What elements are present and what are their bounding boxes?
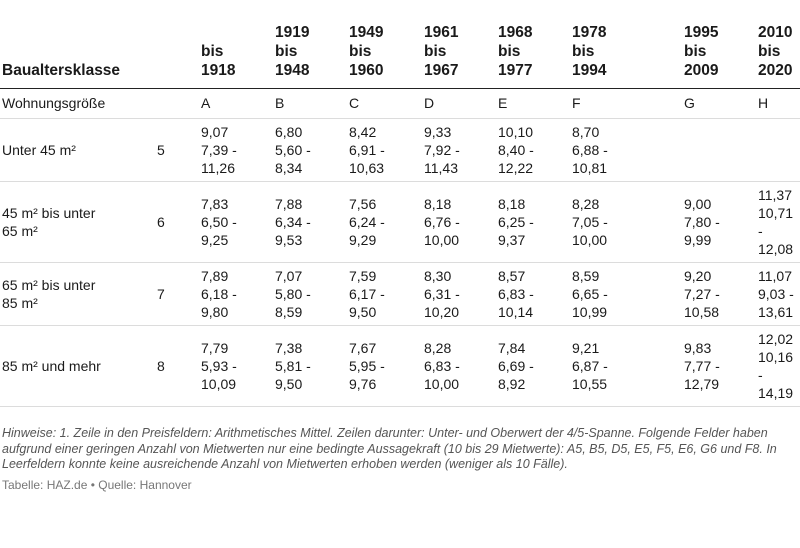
header-col-c: 1949 bis 1960 [349, 0, 424, 89]
cell-d8: 8,28 6,83 - 10,00 [424, 325, 498, 407]
cell-b5: 6,80 5,60 - 8,34 [275, 118, 349, 182]
cell-f5: 8,70 6,88 - 10,81 [572, 118, 684, 182]
cell-h8: 12,02 10,16 - 14,19 [758, 325, 800, 407]
cell-a8: 7,79 5,93 - 10,09 [201, 325, 275, 407]
letter-g: G [684, 88, 758, 119]
cell-d6: 8,18 6,76 - 10,00 [424, 181, 498, 263]
row-index: 7 [147, 262, 201, 326]
row-index: 8 [147, 325, 201, 407]
letter-h: H [758, 88, 800, 119]
cell-b8: 7,38 5,81 - 9,50 [275, 325, 349, 407]
cell-e5: 10,10 8,40 - 12,22 [498, 118, 572, 182]
cell-g8: 9,83 7,77 - 12,79 [684, 325, 758, 407]
cell-c6: 7,56 6,24 - 9,29 [349, 181, 424, 263]
cell-a7: 7,89 6,18 - 9,80 [201, 262, 275, 326]
letter-f: F [572, 88, 684, 119]
letter-d: D [424, 88, 498, 119]
cell-e6: 8,18 6,25 - 9,37 [498, 181, 572, 263]
cell-b6: 7,88 6,34 - 9,53 [275, 181, 349, 263]
cell-f8: 9,21 6,87 - 10,55 [572, 325, 684, 407]
table-row: 65 m² bis unter 85 m² 7 7,89 6,18 - 9,80… [0, 262, 800, 326]
header-col-a: bis 1918 [201, 0, 275, 89]
cell-a6: 7,83 6,50 - 9,25 [201, 181, 275, 263]
cell-d5: 9,33 7,92 - 11,43 [424, 118, 498, 182]
table-notes: Hinweise: 1. Zeile in den Preisfeldern: … [2, 426, 777, 471]
cell-f7: 8,59 6,65 - 10,99 [572, 262, 684, 326]
cell-a5: 9,07 7,39 - 11,26 [201, 118, 275, 182]
row-label: 85 m² und mehr [0, 325, 147, 407]
letter-b: B [275, 88, 349, 119]
header-index-spacer [147, 0, 201, 89]
table-row: Unter 45 m² 5 9,07 7,39 - 11,26 6,80 5,6… [0, 118, 800, 182]
row-label: Unter 45 m² [0, 118, 147, 182]
header-row: Baualtersklasse bis 1918 1919 bis 1948 1… [0, 0, 800, 89]
letters-row: Wohnungsgröße A B C D E F G H [0, 88, 800, 119]
cell-h6: 11,37 10,71 - 12,08 [758, 181, 800, 263]
cell-d7: 8,30 6,31 - 10,20 [424, 262, 498, 326]
cell-e7: 8,57 6,83 - 10,14 [498, 262, 572, 326]
cell-g7: 9,20 7,27 - 10,58 [684, 262, 758, 326]
cell-h5 [758, 118, 800, 182]
rent-table-container: Baualtersklasse bis 1918 1919 bis 1948 1… [0, 0, 800, 407]
cell-c5: 8,42 6,91 - 10,63 [349, 118, 424, 182]
cell-g6: 9,00 7,80 - 9,99 [684, 181, 758, 263]
cell-e8: 7,84 6,69 - 8,92 [498, 325, 572, 407]
header-col-e: 1968 bis 1977 [498, 0, 572, 89]
header-col-f: 1978 bis 1994 [572, 0, 684, 89]
table-source: Tabelle: HAZ.de • Quelle: Hannover [2, 478, 192, 492]
header-col-d: 1961 bis 1967 [424, 0, 498, 89]
row-label-header: Wohnungsgröße [0, 88, 147, 119]
table-row: 45 m² bis unter 65 m² 6 7,83 6,50 - 9,25… [0, 181, 800, 263]
row-index: 5 [147, 118, 201, 182]
header-col-h: 2010 bis 2020 [758, 0, 800, 89]
row-index: 6 [147, 181, 201, 263]
header-baualtersklasse: Baualtersklasse [0, 0, 147, 89]
row-label: 65 m² bis unter 85 m² [0, 262, 147, 326]
cell-f6: 8,28 7,05 - 10,00 [572, 181, 684, 263]
cell-b7: 7,07 5,80 - 8,59 [275, 262, 349, 326]
cell-h7: 11,07 9,03 - 13,61 [758, 262, 800, 326]
rent-table: Baualtersklasse bis 1918 1919 bis 1948 1… [0, 0, 800, 407]
row-label: 45 m² bis unter 65 m² [0, 181, 147, 263]
cell-g5 [684, 118, 758, 182]
table-row: 85 m² und mehr 8 7,79 5,93 - 10,09 7,38 … [0, 325, 800, 407]
cell-c8: 7,67 5,95 - 9,76 [349, 325, 424, 407]
header-col-g: 1995 bis 2009 [684, 0, 758, 89]
letters-index-spacer [147, 88, 201, 119]
letter-e: E [498, 88, 572, 119]
letter-a: A [201, 88, 275, 119]
letter-c: C [349, 88, 424, 119]
header-col-b: 1919 bis 1948 [275, 0, 349, 89]
cell-c7: 7,59 6,17 - 9,50 [349, 262, 424, 326]
